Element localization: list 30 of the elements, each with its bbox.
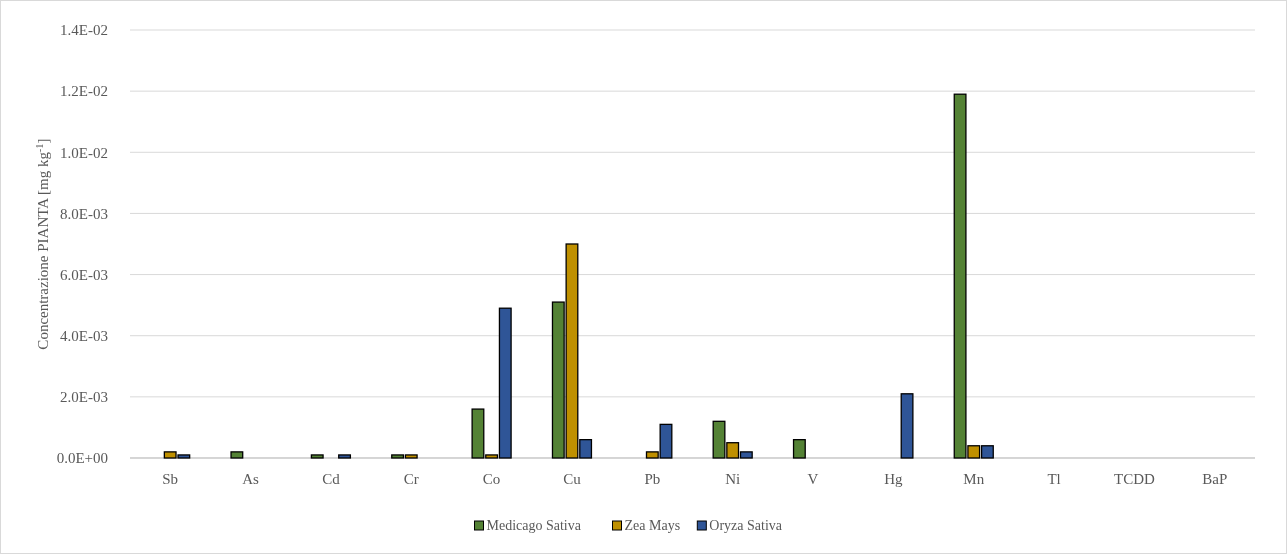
legend-label: Zea Mays	[624, 518, 681, 533]
y-tick-label: 1.2E-02	[60, 83, 108, 100]
x-tick-label: V	[807, 471, 819, 487]
bar	[792, 439, 806, 459]
bar	[310, 454, 324, 459]
x-tick-label: Cr	[403, 471, 419, 487]
bar	[900, 393, 914, 459]
x-tick-label: Cu	[563, 471, 582, 487]
bar	[338, 454, 352, 459]
y-tick-label: 1.4E-02	[60, 22, 108, 39]
y-tick-label: 1.0E-02	[60, 144, 108, 161]
x-tick-label: Co	[482, 471, 501, 487]
x-tick-label: BaP	[1202, 471, 1228, 487]
y-tick-label: 2.0E-03	[60, 389, 108, 406]
bar	[230, 451, 244, 459]
x-tick-label: Pb	[644, 471, 661, 487]
x-tick-label: Ni	[725, 471, 741, 487]
x-tick-label: Sb	[162, 471, 179, 487]
x-tick-label: As	[242, 471, 260, 487]
x-tick-label: TCDD	[1114, 471, 1156, 487]
legend-label: Oryza Sativa	[709, 518, 783, 533]
y-tick-label: 6.0E-03	[60, 266, 108, 283]
legend-label: Medicago Sativa	[486, 518, 582, 533]
y-tick-label: 4.0E-03	[60, 327, 108, 344]
x-tick-label: Tl	[1047, 471, 1061, 487]
x-tick-label: Mn	[963, 471, 985, 487]
y-tick-label: 0.0E+00	[56, 450, 108, 467]
x-tick-label: Cd	[322, 471, 341, 487]
x-tick-label: Hg	[884, 471, 904, 487]
y-tick-label: 8.0E-03	[60, 205, 108, 222]
